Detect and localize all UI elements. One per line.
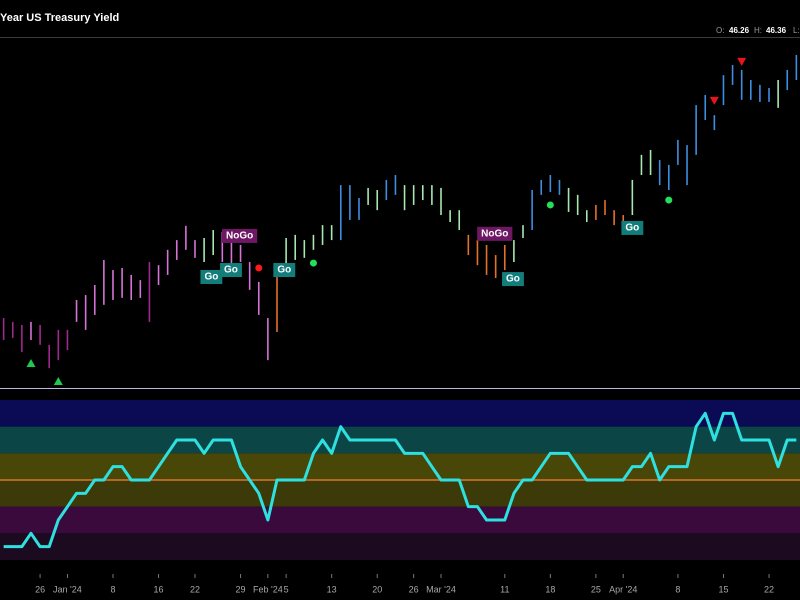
oscillator-band [0,453,800,480]
x-tick-label: Feb '24 [253,584,283,594]
oscillator-band [0,533,800,560]
annotation-text: Go [204,272,218,283]
annotation: Go [220,263,242,278]
annotation-text: NoGo [481,228,508,239]
annotation-text: NoGo [226,231,253,242]
x-tick-label: Mar '24 [426,584,456,594]
annotation: Go [273,263,296,278]
x-tick-label: 5 [284,584,289,594]
signal-triangle [737,57,747,66]
x-tick-label: 20 [372,584,382,594]
x-tick-label: 11 [500,584,509,594]
chart-title: Year US Treasury Yield [0,12,119,24]
annotation: NoGo [222,228,258,243]
signal-triangle [709,96,719,105]
readout-label: O: [716,26,724,35]
readout-value: 46.36 [766,26,787,35]
annotation: Go [200,269,223,284]
annotation-box [477,226,513,241]
annotation-box [222,228,258,243]
annotation-text: Go [277,265,291,276]
x-tick-label: 16 [154,584,164,594]
x-tick-label: 8 [675,584,680,594]
x-tick-label: 15 [718,584,728,594]
x-tick-label: Jan '24 [53,584,82,594]
x-tick-label: 13 [327,584,337,594]
annotation-box [502,272,524,287]
oscillator-band [0,426,800,454]
x-tick-label: 29 [236,584,246,594]
x-tick-label: 25 [591,584,601,594]
signal-dot [309,259,317,267]
x-tick-label: 8 [110,584,115,594]
x-tick-label: 22 [190,584,200,594]
annotation-box [220,263,242,278]
x-tick-label: 26 [35,584,45,594]
x-tick-label: Apr '24 [609,584,637,594]
oscillator-band [0,480,800,507]
annotation-box [273,263,296,278]
annotation: Go [621,220,644,235]
oscillator-band [0,506,800,534]
readout-value: 46.26 [729,26,750,35]
x-tick-label: 18 [545,584,555,594]
readout-label: L: [793,26,800,35]
signal-triangle [53,377,63,386]
oscillator-line [3,411,797,549]
readout-label: H: [754,26,762,35]
x-tick-label: 22 [764,584,774,594]
annotation-text: Go [625,223,639,234]
annotation-box [200,269,223,284]
signal-dot [255,264,263,272]
oscillator-band [0,400,800,427]
annotation: Go [502,272,524,287]
annotation-text: Go [224,265,238,276]
annotation-box [621,220,644,235]
signal-dot [546,201,554,209]
signal-triangle [26,358,36,367]
x-tick-label: 26 [409,584,419,594]
annotation-text: Go [506,274,520,285]
annotation: NoGo [477,226,513,241]
signal-dot [665,196,673,204]
